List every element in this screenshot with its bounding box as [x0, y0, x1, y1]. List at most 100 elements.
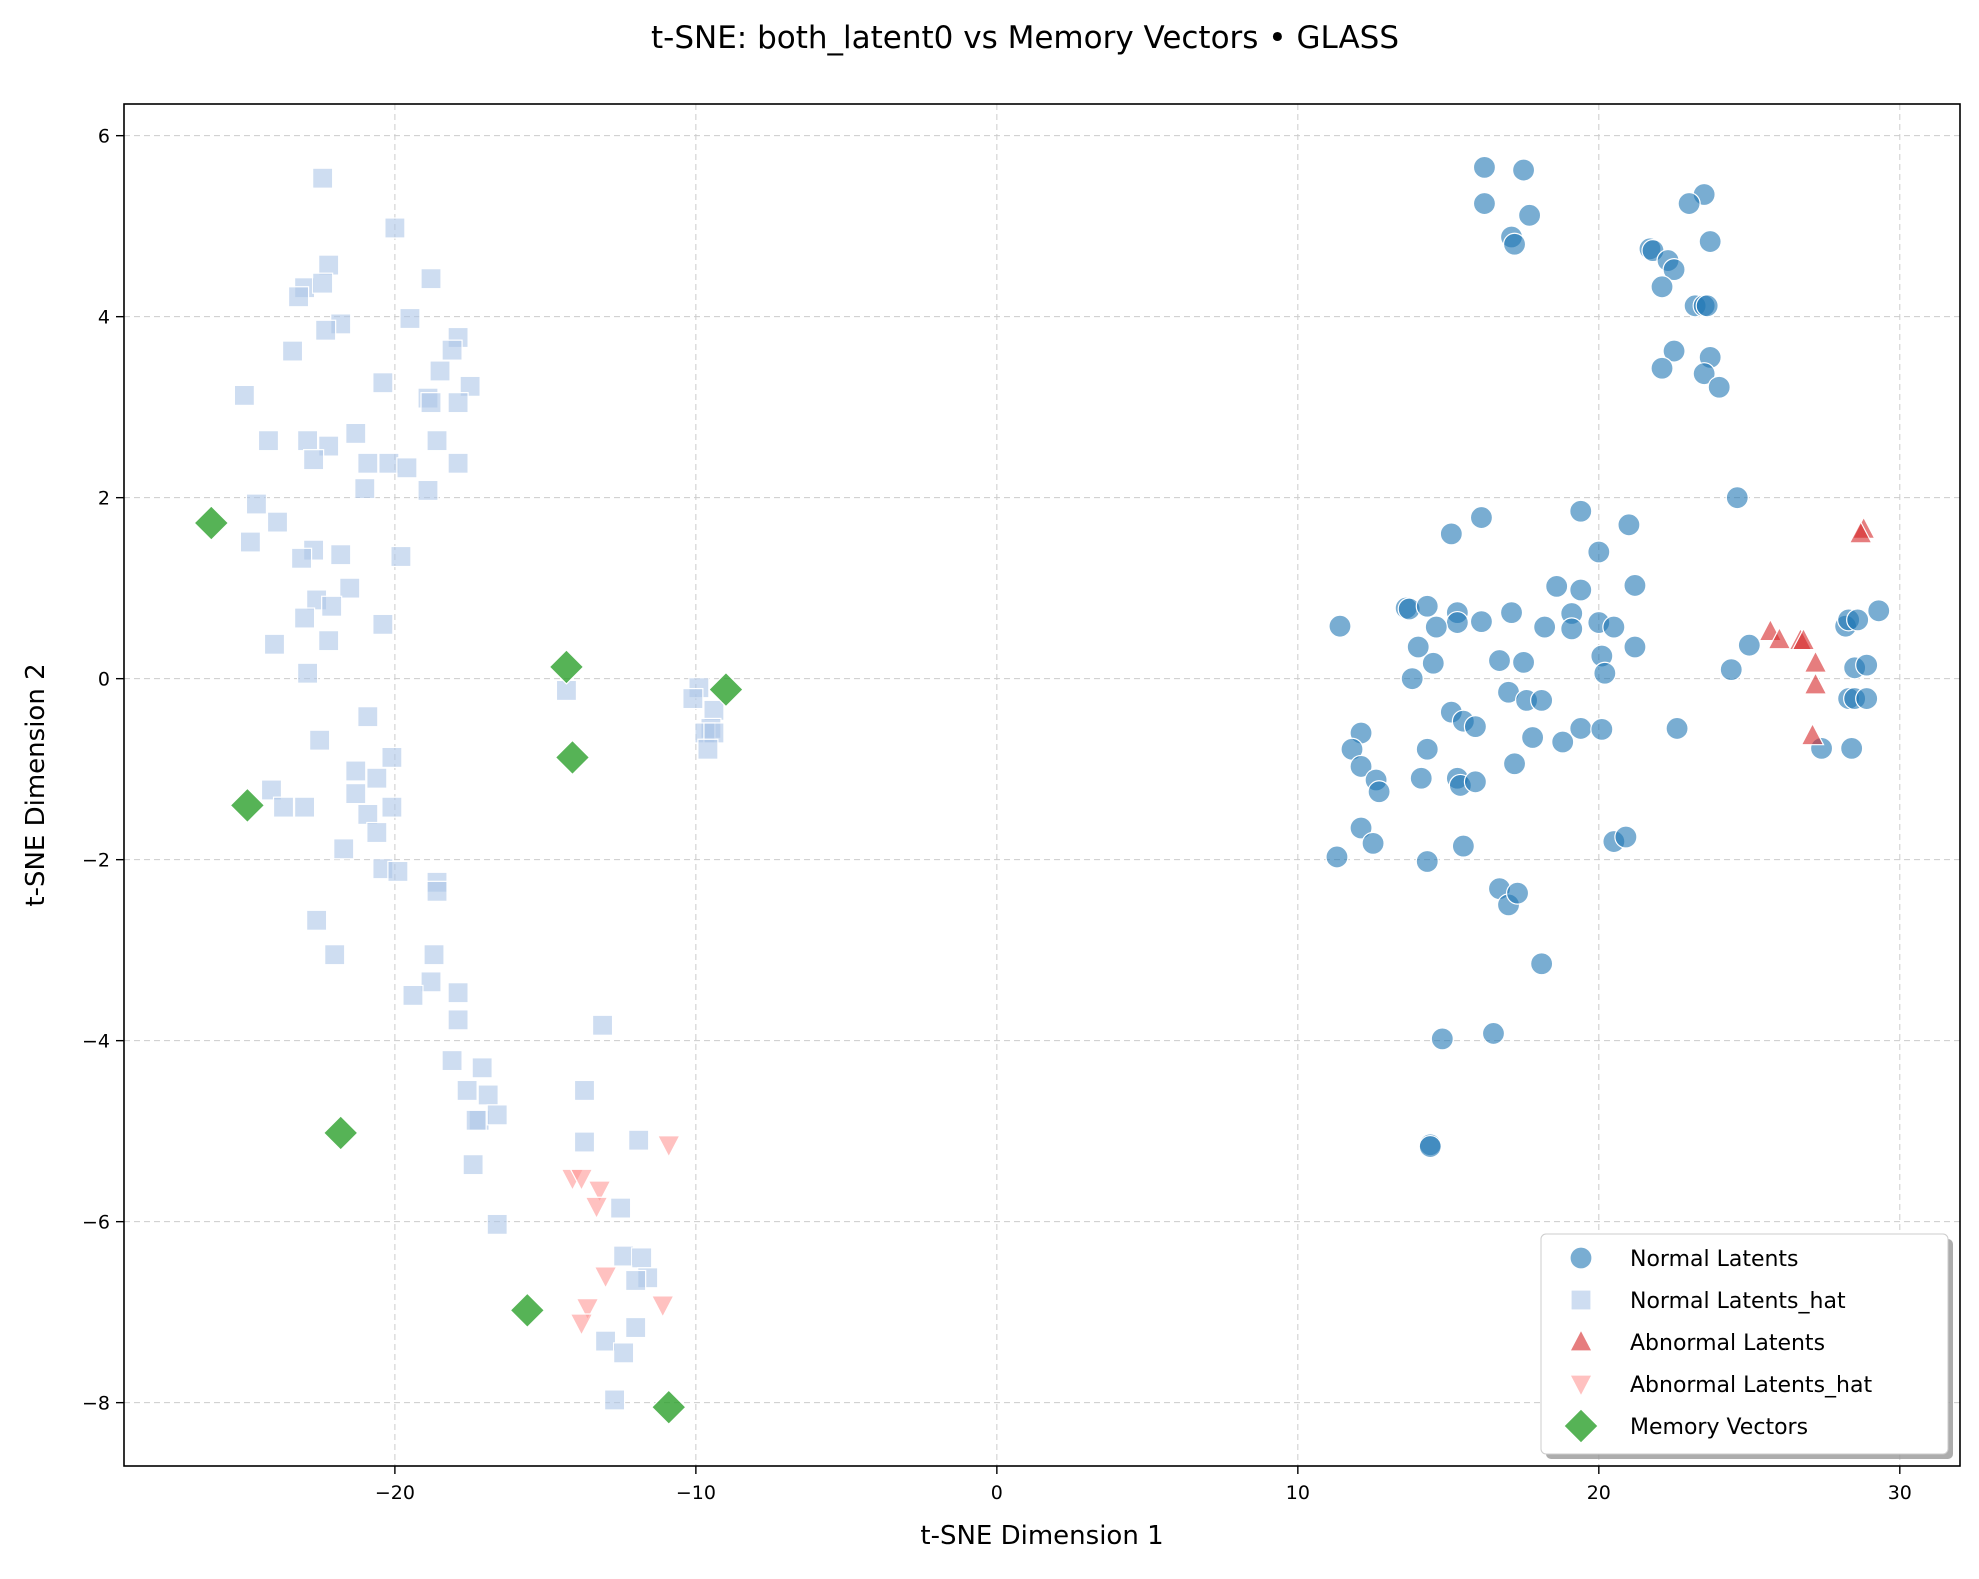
data-point: [1560, 617, 1584, 641]
data-point: [1569, 499, 1593, 523]
data-point: [1415, 849, 1439, 874]
data-point: [447, 392, 469, 414]
data-point: [1848, 520, 1873, 544]
data-point: [322, 1115, 359, 1151]
y-tick-label: −6: [82, 1212, 110, 1234]
data-point: [1328, 614, 1352, 638]
data-point: [486, 1213, 508, 1235]
legend-label: Memory Vectors: [1630, 1415, 1808, 1440]
data-point: [1569, 716, 1593, 741]
data-point: [1602, 615, 1626, 639]
data-point: [628, 1129, 650, 1151]
data-point: [1695, 294, 1719, 318]
data-point: [1719, 658, 1743, 682]
data-point: [471, 1057, 493, 1079]
data-point: [1502, 752, 1527, 776]
data-point: [309, 729, 331, 751]
data-point: [584, 1196, 609, 1220]
data-point: [321, 595, 343, 617]
data-point: [345, 422, 367, 445]
data-point: [1463, 770, 1488, 794]
data-point: [1569, 578, 1593, 602]
y-tick-label: 4: [98, 307, 110, 329]
data-point: [1587, 540, 1611, 564]
data-point: [297, 430, 319, 452]
data-point: [1867, 599, 1891, 623]
data-point: [1623, 573, 1647, 598]
data-point: [423, 944, 445, 966]
data-point: [447, 1009, 469, 1031]
legend-marker: [1569, 1374, 1593, 1398]
legend-label: Abnormal Latents_hat: [1630, 1373, 1872, 1398]
data-point: [1469, 610, 1494, 634]
data-point: [703, 699, 725, 721]
legend-label: Normal Latents_hat: [1630, 1289, 1846, 1314]
data-point: [594, 1330, 617, 1352]
data-point: [1650, 275, 1674, 299]
data-point: [625, 1316, 647, 1339]
data-point: [345, 782, 367, 805]
data-point: [554, 739, 591, 776]
x-tick-label: 30: [1888, 1482, 1912, 1504]
data-point: [465, 1109, 487, 1131]
data-point: [318, 630, 340, 652]
data-point: [357, 706, 379, 728]
series-normal-latents-hat: [233, 167, 725, 1411]
x-axis-label: t-SNE Dimension 1: [920, 1521, 1163, 1551]
data-point: [293, 607, 316, 629]
data-point: [1430, 1027, 1454, 1051]
legend-marker: [1569, 1246, 1593, 1270]
data-point: [1499, 601, 1524, 625]
data-point: [1415, 594, 1439, 618]
data-point: [426, 430, 448, 452]
data-point: [682, 687, 704, 710]
data-point: [357, 803, 379, 826]
y-tick-label: −2: [82, 850, 110, 872]
data-point: [697, 738, 719, 760]
data-point: [1511, 650, 1536, 674]
data-point: [604, 1389, 626, 1411]
data-point: [263, 633, 286, 655]
series-abnormal-latents-hat: [560, 1135, 681, 1337]
legend-marker: [1569, 1328, 1593, 1352]
data-point: [339, 577, 361, 599]
data-point: [239, 531, 262, 553]
data-point: [462, 1154, 484, 1176]
data-point: [1665, 716, 1689, 741]
data-point: [1505, 881, 1530, 905]
data-point: [1400, 667, 1424, 691]
data-point: [1800, 722, 1825, 746]
data-points: [193, 155, 1891, 1426]
data-point: [573, 1131, 596, 1153]
data-point: [447, 452, 469, 474]
data-point: [281, 340, 304, 362]
x-tick-label: −10: [676, 1482, 716, 1504]
data-point: [1325, 845, 1349, 869]
y-tick-label: 0: [98, 669, 110, 691]
data-point: [420, 971, 442, 993]
series-abnormal-latents: [1758, 516, 1876, 746]
data-point: [1650, 356, 1674, 380]
data-point: [1530, 688, 1554, 712]
data-point: [613, 1342, 635, 1364]
data-point: [266, 511, 289, 533]
data-point: [1725, 486, 1749, 510]
data-point: [257, 430, 280, 452]
data-point: [293, 796, 316, 818]
y-tick-label: 2: [98, 488, 110, 510]
data-point: [1767, 626, 1792, 650]
data-point: [1445, 610, 1469, 635]
data-point: [650, 1295, 675, 1319]
data-point: [1415, 737, 1439, 761]
data-point: [1502, 232, 1527, 256]
data-point: [297, 662, 319, 684]
data-point: [1614, 825, 1638, 849]
data-point: [1593, 661, 1617, 685]
data-point: [1409, 766, 1433, 790]
data-point: [381, 746, 403, 768]
data-point: [229, 787, 266, 824]
data-point: [1623, 635, 1647, 659]
data-point: [333, 838, 355, 860]
data-point: [1469, 505, 1494, 530]
data-point: [1533, 615, 1557, 639]
